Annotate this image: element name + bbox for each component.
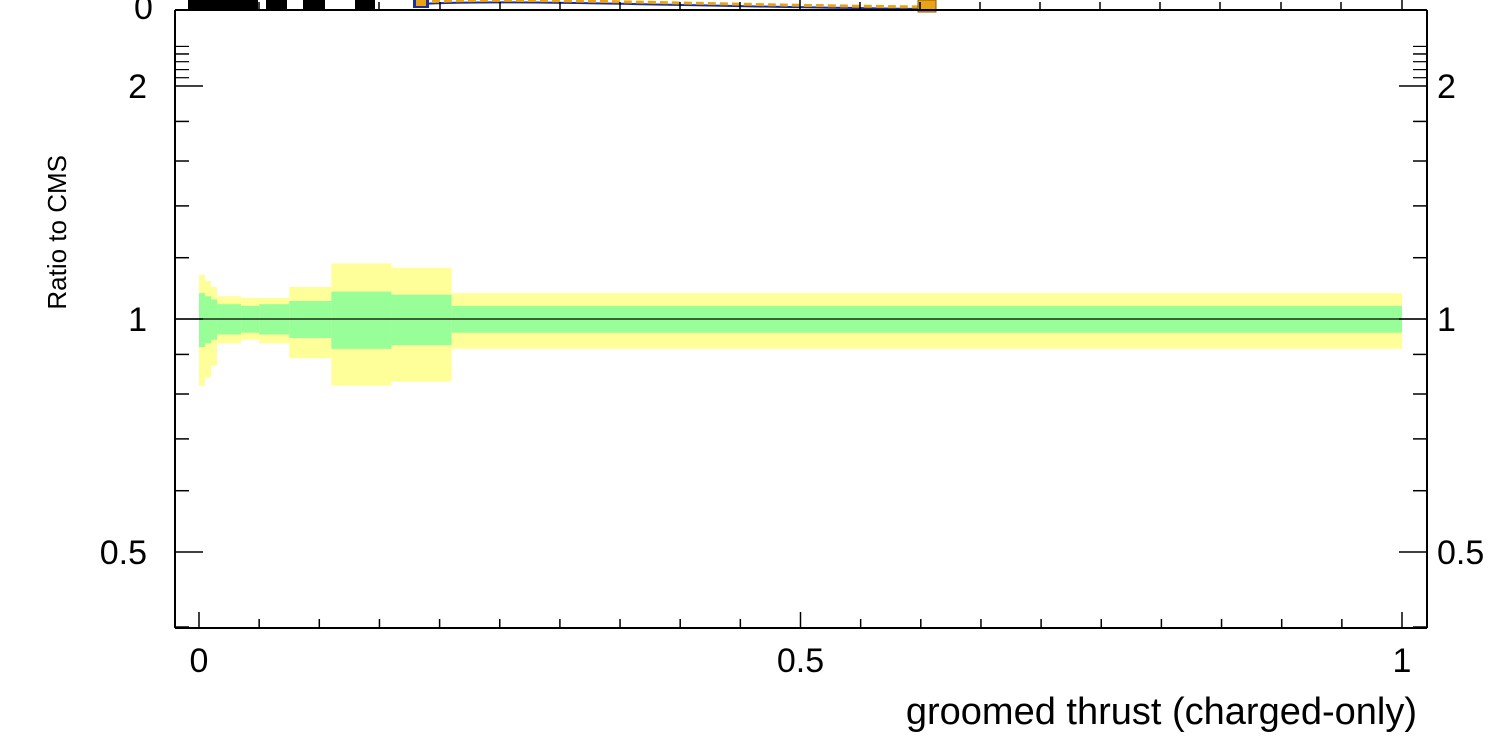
data-point-marker bbox=[355, 0, 375, 10]
stat-uncertainty-band bbox=[391, 294, 452, 346]
stat-uncertainty-band bbox=[211, 299, 218, 340]
stat-uncertainty-band bbox=[205, 296, 212, 344]
upper-distribution-panel: 0 bbox=[134, 0, 1403, 27]
mc-line-orange bbox=[419, 0, 929, 9]
tick-labels: 0 0.5 1 0.5 0.5 1 1 2 2 bbox=[100, 68, 1485, 680]
mc-marker bbox=[416, 0, 426, 6]
y-tick-label-right: 2 bbox=[1437, 68, 1456, 106]
axis-ticks bbox=[175, 45, 1427, 628]
x-tick-label: 0 bbox=[190, 642, 209, 680]
y-tick-label-right: 0.5 bbox=[1437, 534, 1484, 572]
upper-y-tick-label: 0 bbox=[134, 0, 153, 27]
uncertainty-bands bbox=[199, 263, 1402, 386]
y-tick-label-left: 0.5 bbox=[100, 534, 147, 572]
data-point-marker bbox=[266, 0, 287, 10]
y-tick-label-left: 2 bbox=[128, 68, 147, 106]
data-point-marker bbox=[188, 0, 258, 10]
x-tick-label: 0.5 bbox=[777, 642, 824, 680]
y-axis-title: Ratio to CMS bbox=[42, 155, 72, 310]
stat-uncertainty-band bbox=[331, 291, 392, 349]
x-tick-label: 1 bbox=[1393, 642, 1412, 680]
x-axis-title: groomed thrust (charged-only) bbox=[906, 691, 1417, 733]
data-point-marker bbox=[303, 0, 325, 10]
y-tick-label-right: 1 bbox=[1437, 301, 1456, 339]
mc-line-blue bbox=[419, 1, 929, 10]
y-tick-label-left: 1 bbox=[128, 301, 147, 339]
stat-uncertainty-band bbox=[199, 293, 206, 348]
